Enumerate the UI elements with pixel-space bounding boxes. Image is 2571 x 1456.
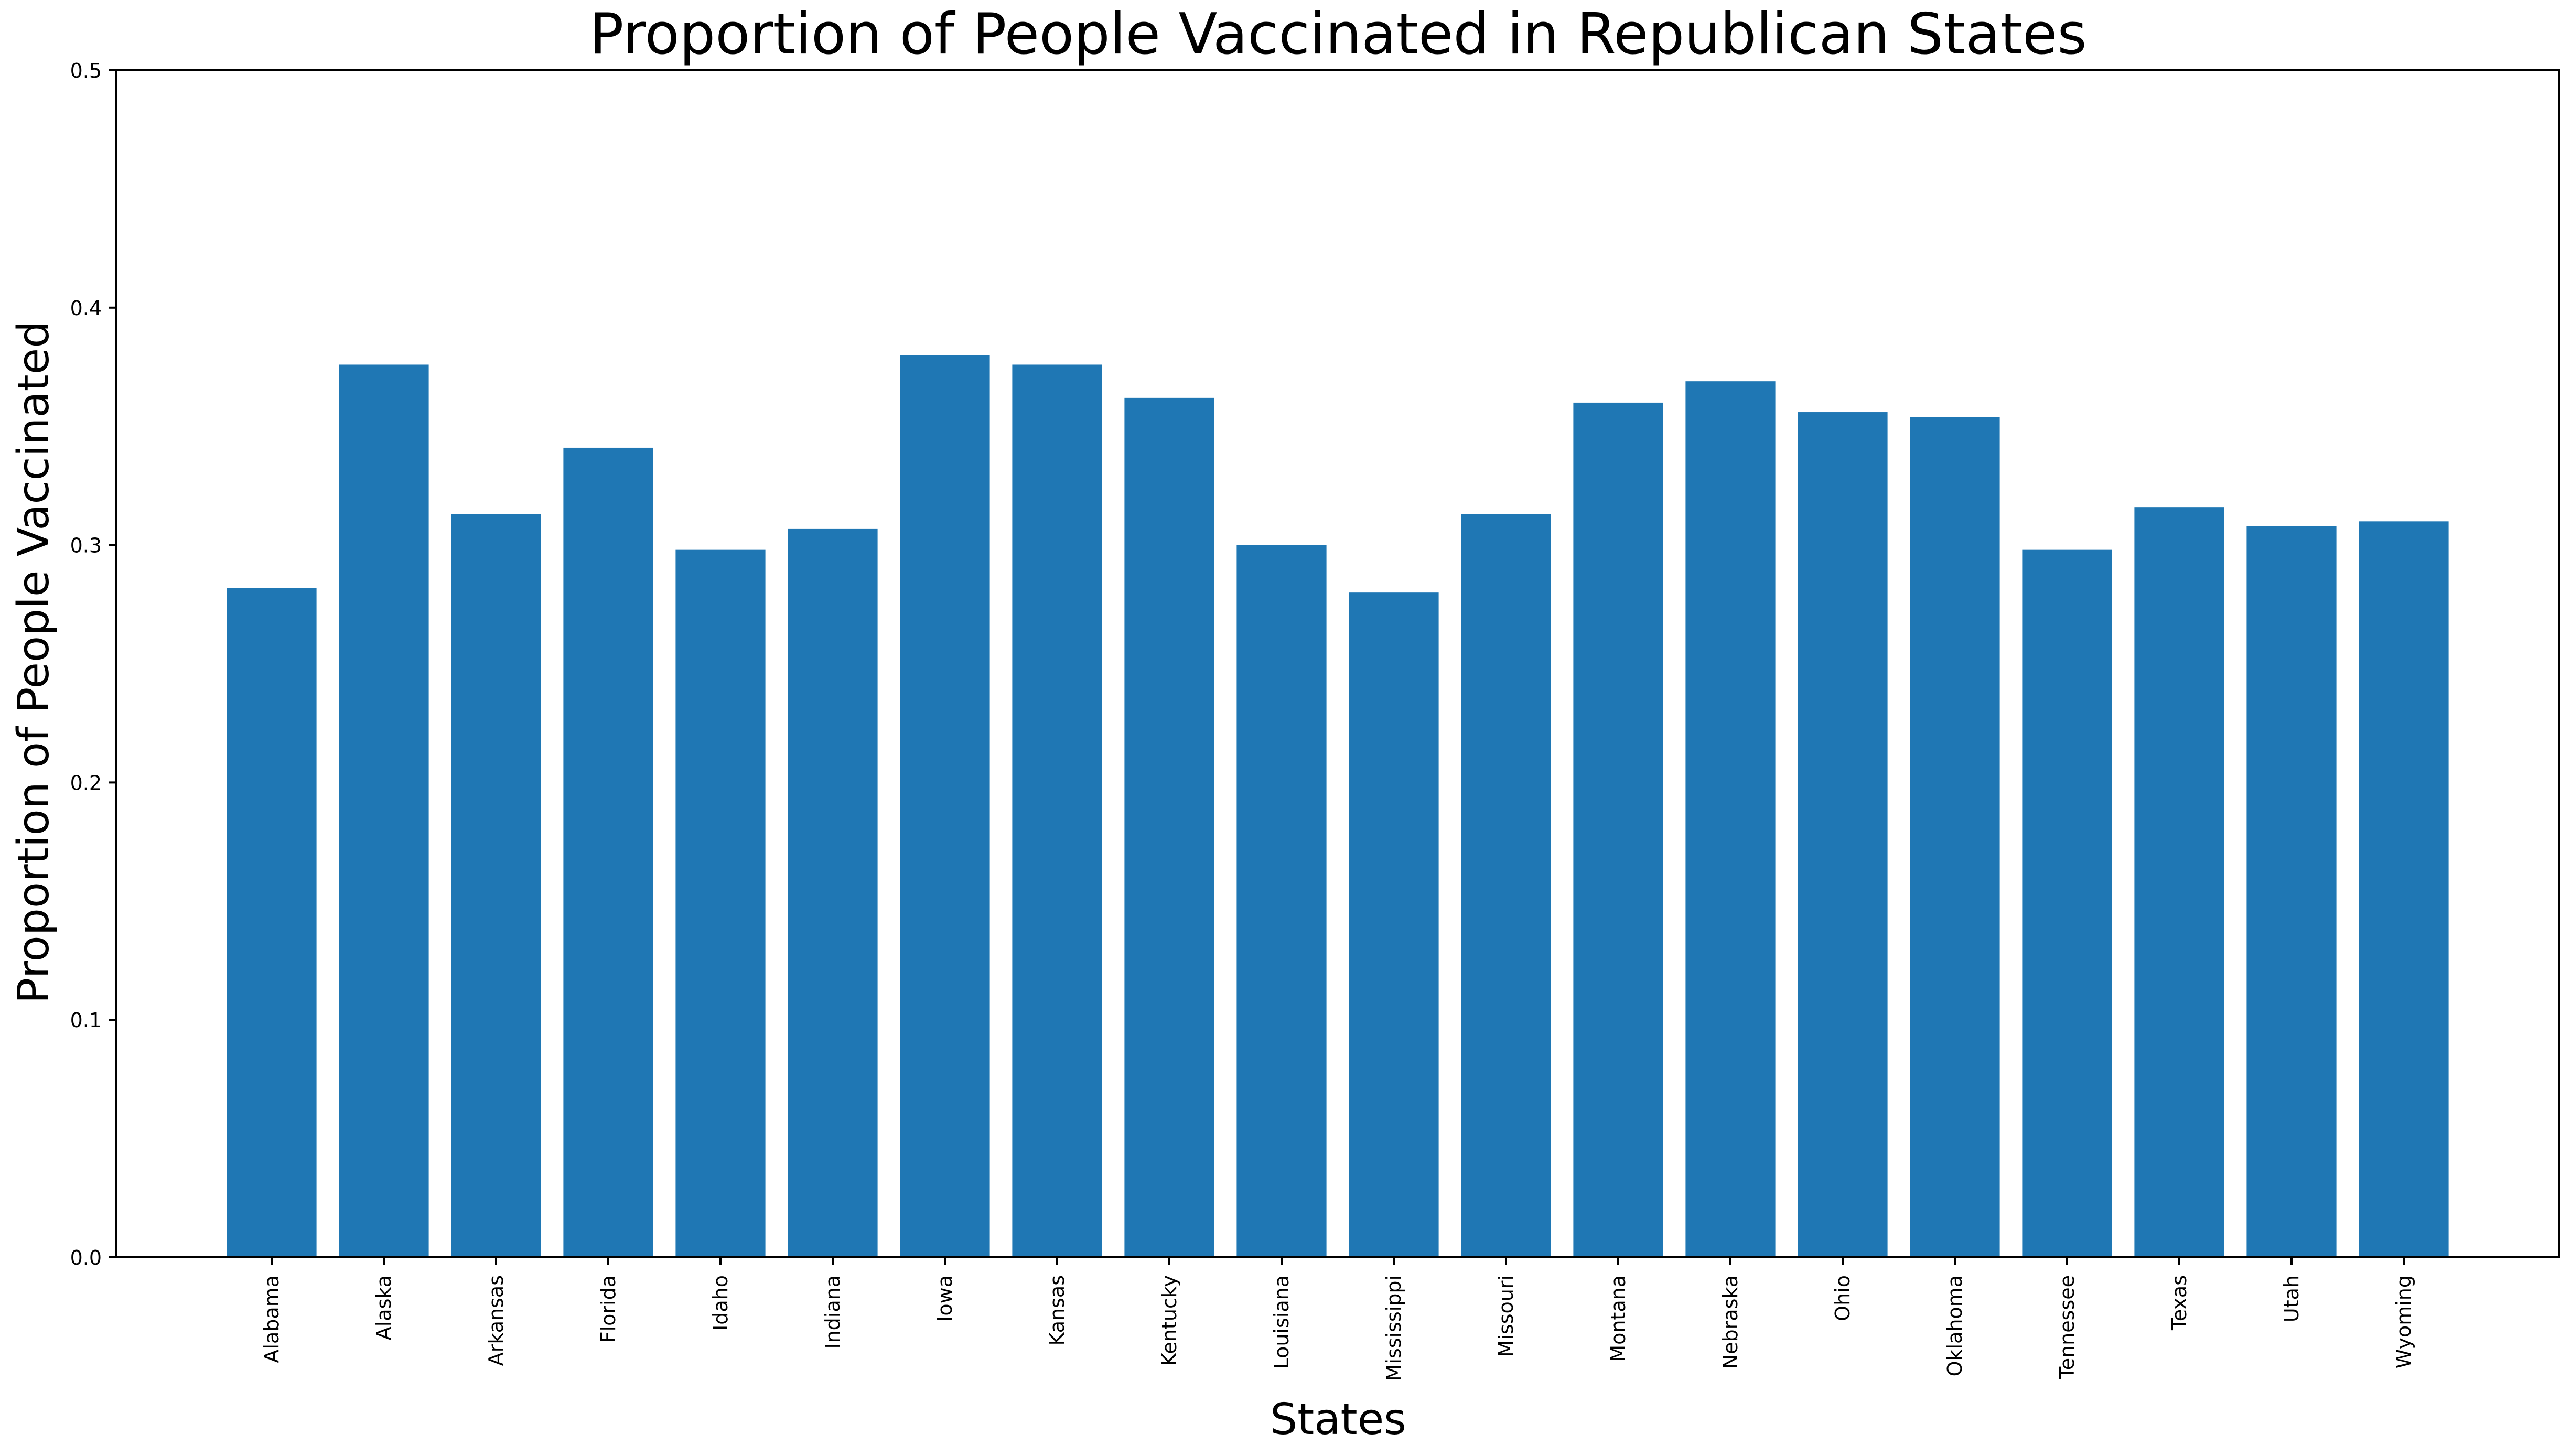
bar-utah [2246, 526, 2337, 1257]
bar-mississippi [1349, 592, 1439, 1257]
bar-oklahoma [1910, 417, 2000, 1257]
y-axis: 0.0 0.1 0.2 0.3 0.4 0.5 [70, 59, 116, 1269]
x-tick-label: Mississippi [1382, 1275, 1405, 1381]
axes-frame [115, 69, 2560, 1258]
y-axis-title: Proportion of People Vaccinated [9, 321, 59, 1004]
x-axis: Alabama Alaska Arkansas Florida Idaho Indiana… [260, 1257, 2415, 1381]
bar-nebraska [1685, 381, 1776, 1258]
x-tick-label: Ohio [1831, 1275, 1854, 1321]
bar-kentucky [1124, 397, 1214, 1257]
x-tick-label: Indiana [821, 1275, 844, 1349]
bar-florida [563, 447, 653, 1257]
chart-title: Proportion of People Vaccinated in Repub… [589, 2, 2086, 67]
x-tick-label: Iowa [933, 1275, 956, 1322]
bar-missouri [1461, 514, 1551, 1257]
x-tick-label: Kentucky [1158, 1275, 1181, 1366]
y-tick-label: 0.5 [70, 59, 102, 82]
bar-indiana [788, 528, 878, 1257]
y-tick-label: 0.1 [70, 1009, 102, 1032]
bar-ohio [1798, 412, 1888, 1257]
x-tick-label: Wyoming [2392, 1275, 2415, 1368]
bar-louisiana [1236, 545, 1327, 1257]
x-tick-label: Kansas [1046, 1275, 1069, 1346]
x-tick-label: Oklahoma [1943, 1275, 1966, 1376]
bar-iowa [900, 355, 990, 1257]
bar-tennessee [2022, 549, 2112, 1257]
y-tick-label: 0.4 [70, 297, 102, 320]
bar-alabama [227, 588, 317, 1257]
bar-arkansas [451, 514, 541, 1257]
x-tick-label: Arkansas [485, 1275, 508, 1366]
bar-idaho [675, 549, 766, 1257]
x-tick-label: Alaska [372, 1275, 395, 1340]
x-axis-title: States [1270, 1395, 1406, 1444]
y-tick-label: 0.3 [70, 534, 102, 557]
bar-wyoming [2359, 521, 2449, 1257]
x-tick-label: Utah [2280, 1275, 2303, 1322]
x-tick-label: Florida [597, 1275, 620, 1343]
bar-alaska [339, 364, 429, 1258]
x-tick-label: Missouri [1494, 1275, 1518, 1357]
x-tick-label: Montana [1607, 1275, 1630, 1362]
x-tick-label: Louisiana [1270, 1275, 1293, 1369]
x-tick-label: Texas [2168, 1275, 2191, 1331]
bar-montana [1573, 402, 1663, 1258]
bar-texas [2134, 507, 2224, 1257]
y-tick-label: 0.2 [70, 771, 102, 794]
x-tick-label: Alabama [260, 1275, 283, 1363]
bar-kansas [1012, 364, 1102, 1258]
y-tick-label: 0.0 [70, 1246, 102, 1269]
x-tick-label: Idaho [709, 1275, 732, 1331]
x-tick-label: Nebraska [1719, 1275, 1742, 1369]
x-tick-label: Tennessee [2056, 1275, 2079, 1379]
bars-group [227, 355, 2449, 1258]
